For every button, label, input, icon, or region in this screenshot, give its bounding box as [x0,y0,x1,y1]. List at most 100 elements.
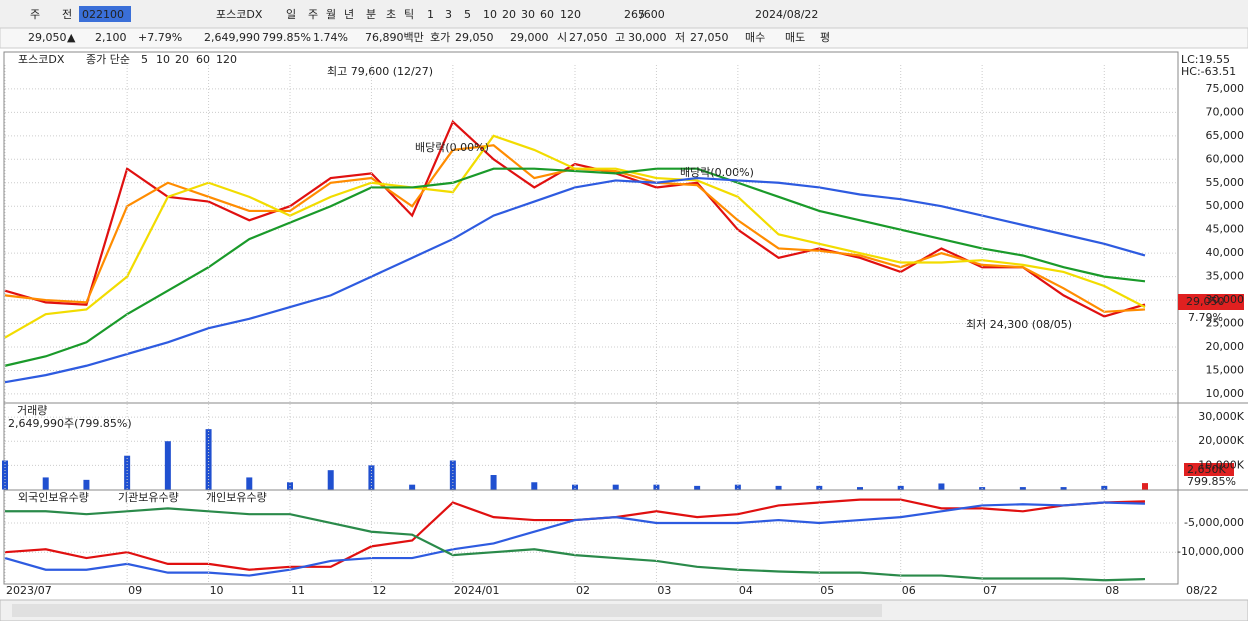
x-tick-label: 2024/01 [454,584,500,597]
quote-item[interactable]: 평 [820,31,830,44]
toolbar-item[interactable]: 분 [366,8,376,21]
volume-bar [83,479,90,490]
side-label: LC:19.55 [1181,53,1230,66]
y-tick-label: 35,000 [1206,270,1245,283]
toolbar-item[interactable]: 주 [30,8,40,21]
quote-item: 2,100 [95,31,127,44]
toolbar-item[interactable]: 주 [308,8,318,21]
legend-label: 종가 단순 [86,53,130,66]
volume-bar [612,484,619,490]
volume-bar [1142,483,1148,490]
quote-item: 76,890백만 [365,31,424,44]
toolbar-item[interactable]: 전 [62,8,72,21]
annotation: 최고 79,600 (12/27) [327,65,433,78]
quote-item: +7.79% [138,31,182,44]
legend-entry[interactable]: 20 [175,53,189,66]
y-tick-label: 10,000 [1206,387,1245,400]
volume-bar [775,485,782,490]
y-tick-label: 30,000K [1198,410,1244,423]
series-line [4,176,1146,384]
x-tick-label: 07 [983,584,997,597]
toolbar-item[interactable]: 년 [344,8,354,21]
y-tick-label: 60,000 [1206,152,1245,165]
ratio-label: 799.85% [1187,475,1236,488]
toolbar-item[interactable]: 틱 [404,8,414,21]
toolbar-item[interactable]: 022100 [82,8,124,21]
x-tick-label: 05 [820,584,834,597]
volume-bar [246,477,253,490]
toolbar-item: /600 [640,8,665,21]
legend-entry[interactable]: 개인보유수량 [206,491,267,504]
x-tick-label: 08/22 [1186,584,1218,597]
quote-item: 고 [615,31,625,44]
quote-item: 27,050 [569,31,608,44]
change-label: 7.79% [1188,311,1223,324]
annotation: 배당락(0.00%) [415,141,489,154]
toolbar-item[interactable]: 20 [502,8,516,21]
volume-bar [2,460,8,490]
y-tick-label: 70,000 [1206,105,1245,118]
toolbar-item[interactable]: 포스코DX [216,8,263,21]
toolbar-item[interactable]: 5 [464,8,471,21]
volume-bar [572,484,578,490]
annotation: 최저 24,300 (08/05) [966,318,1072,331]
y-tick-label: 20,000K [1198,434,1244,447]
volume-bar [124,455,131,490]
x-tick-label: 2023/07 [6,584,52,597]
toolbar-item[interactable]: 초 [386,8,396,21]
volume-bar [490,475,497,490]
series-line [4,167,1146,367]
code-input[interactable] [79,6,131,22]
volume-bar [531,482,538,490]
scroll-thumb[interactable] [12,604,882,617]
toolbar-item: 265 [624,8,645,21]
x-tick-label: 12 [372,584,386,597]
toolbar-item[interactable]: 3 [445,8,452,21]
toolbar-item[interactable]: 2024/08/22 [755,8,818,21]
quote-item: 30,000 [628,31,667,44]
y-tick-label: 65,000 [1206,129,1245,142]
volume-bar [938,483,945,490]
legend-entry[interactable]: 60 [196,53,210,66]
volume-tag [1184,463,1234,476]
quote-item[interactable]: 매수 [745,31,765,44]
y-tick-label: 15,000 [1206,363,1245,376]
volume-bar [816,485,823,490]
legend-entry[interactable]: 120 [216,53,237,66]
x-tick-label: 04 [739,584,753,597]
price-tag-label: 29,050 [1186,295,1225,308]
volume-bar [327,470,334,490]
quote-item: 27,050 [690,31,729,44]
toolbar-item[interactable]: 30 [521,8,535,21]
toolbar-item[interactable]: 120 [560,8,581,21]
toolbar-item[interactable]: 60 [540,8,554,21]
toolbar-item[interactable]: 월 [326,8,336,21]
volume-bar [897,485,904,490]
volume-bar [694,485,701,490]
volume-bar [409,484,416,490]
y-tick-label: 40,000 [1206,246,1245,259]
toolbar-item[interactable]: 1 [427,8,434,21]
quote-item: 시 [557,31,567,44]
quote-item[interactable]: 매도 [785,31,805,44]
quote-item: 29,050 [28,31,67,44]
side-label: HC:-63.51 [1181,65,1236,78]
quote-item: 저 [675,31,685,44]
quote-item: 799.85% [262,31,311,44]
legend-entry[interactable]: 기관보유수량 [118,491,179,504]
y-tick-label: 20,000 [1206,340,1245,353]
legend-entry[interactable]: 5 [141,53,148,66]
volume-bar [164,441,171,490]
volume-bar [1019,487,1026,490]
x-tick-label: 10 [210,584,224,597]
y-tick-label: 25,000 [1206,317,1245,330]
quote-item: 2,649,990 [204,31,260,44]
toolbar-item[interactable]: 10 [483,8,497,21]
series-line [5,507,1146,582]
y-tick-label: -10,000,000 [1177,545,1244,558]
y-tick-label: 45,000 [1206,223,1245,236]
legend-entry[interactable]: 10 [156,53,170,66]
legend-entry[interactable]: 외국인보유수량 [18,491,89,504]
toolbar-item[interactable]: 일 [286,7,296,21]
quote-item: 호가 [430,31,450,44]
